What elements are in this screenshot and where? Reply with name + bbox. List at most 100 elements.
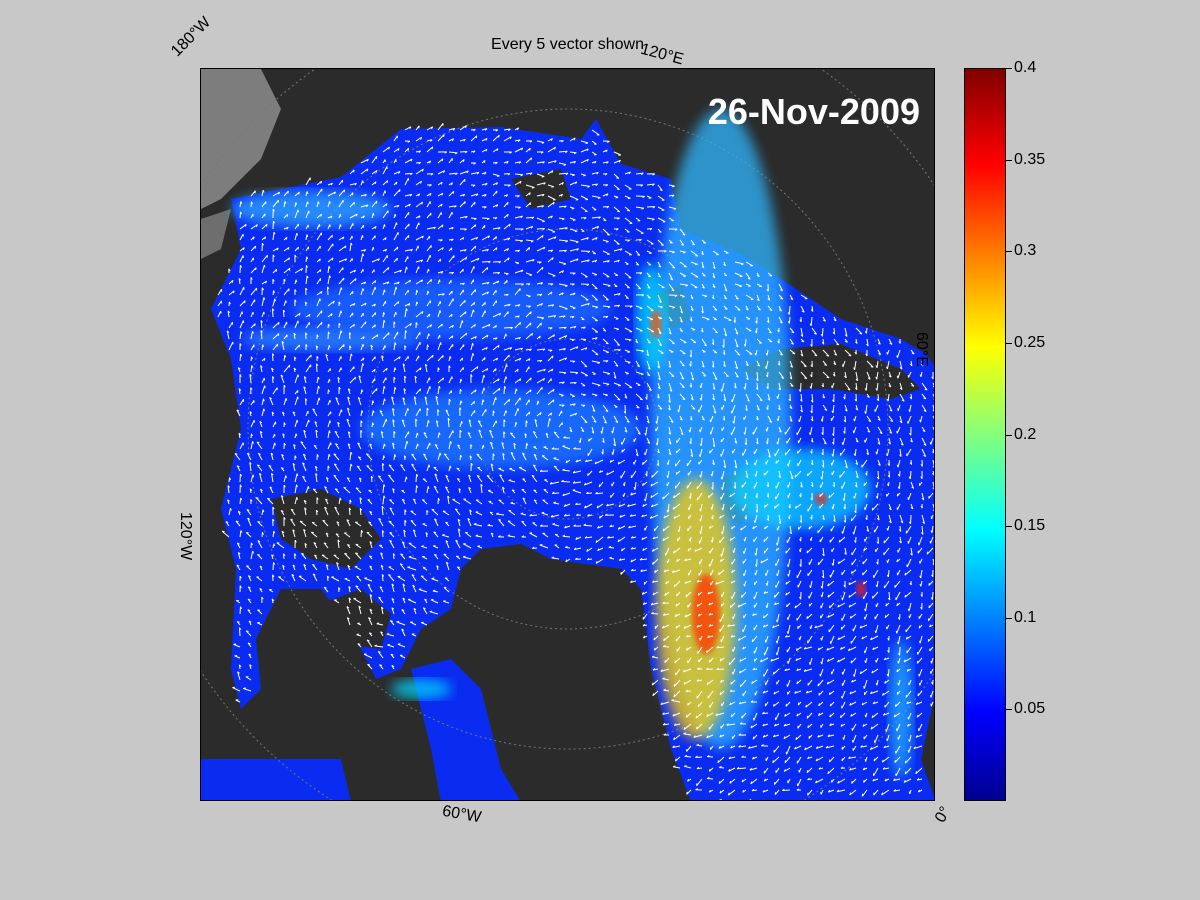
drift-vector bbox=[547, 257, 554, 263]
drift-vector-head bbox=[824, 408, 828, 411]
drift-vector-head bbox=[909, 363, 913, 367]
drift-vector-head bbox=[238, 510, 241, 514]
drift-vector-head bbox=[861, 636, 864, 640]
drift-vector bbox=[312, 564, 318, 571]
drift-vector-head bbox=[855, 440, 859, 443]
drift-vector-head bbox=[917, 542, 920, 546]
drift-vector-head bbox=[730, 634, 734, 638]
drift-vector-head bbox=[427, 290, 430, 294]
drift-vector bbox=[688, 503, 692, 511]
drift-vector bbox=[490, 463, 494, 472]
drift-vector bbox=[355, 585, 362, 593]
drift-vector bbox=[842, 360, 846, 367]
drift-vector bbox=[776, 635, 780, 644]
drift-vector-head bbox=[462, 282, 465, 286]
drift-vector-head bbox=[306, 191, 309, 194]
drift-vector bbox=[883, 580, 890, 589]
drift-vector-head bbox=[768, 455, 771, 458]
speed-hotspot bbox=[889, 639, 913, 779]
drift-vector bbox=[550, 481, 560, 485]
drift-vector-head bbox=[439, 279, 441, 283]
drift-vector bbox=[558, 239, 568, 242]
drift-vector-head bbox=[354, 278, 357, 282]
drift-vector-head bbox=[451, 138, 455, 142]
drift-vector-head bbox=[531, 333, 533, 336]
drift-vector bbox=[349, 169, 355, 175]
drift-vector-head bbox=[407, 148, 410, 151]
greenland bbox=[491, 574, 681, 800]
drift-vector-head bbox=[658, 231, 662, 233]
drift-vector bbox=[346, 419, 351, 428]
drift-vector-head bbox=[525, 420, 528, 424]
drift-vector bbox=[476, 453, 483, 461]
drift-vector bbox=[492, 280, 500, 285]
drift-vector-head bbox=[854, 387, 858, 391]
drift-vector-head bbox=[339, 497, 342, 501]
drift-vector bbox=[865, 382, 868, 391]
drift-vector-head bbox=[421, 311, 424, 314]
drift-vector-head bbox=[486, 218, 490, 221]
drift-vector-head bbox=[347, 396, 350, 399]
drift-vector-head bbox=[294, 455, 297, 459]
drift-vector bbox=[651, 503, 659, 508]
drift-vector bbox=[865, 404, 868, 414]
drift-vector-head bbox=[831, 410, 834, 414]
drift-vector-head bbox=[386, 633, 390, 635]
drift-vector bbox=[651, 613, 659, 615]
drift-vector bbox=[827, 580, 835, 587]
drift-vector-head bbox=[460, 378, 463, 382]
drift-vector-head bbox=[253, 236, 255, 240]
drift-vector bbox=[393, 387, 396, 395]
drift-vector-head bbox=[692, 408, 696, 410]
drift-vector-head bbox=[760, 560, 763, 564]
drift-vector-head bbox=[313, 444, 317, 447]
drift-vector-head bbox=[474, 336, 477, 339]
drift-vector-head bbox=[339, 224, 342, 227]
drift-vector-head bbox=[712, 387, 716, 390]
drift-vector bbox=[492, 387, 501, 395]
drift-vector-head bbox=[450, 247, 453, 251]
drift-vector bbox=[569, 160, 576, 164]
drift-vector-head bbox=[622, 483, 625, 487]
drift-vector bbox=[684, 558, 692, 562]
drift-vector-head bbox=[650, 483, 653, 487]
drift-vector-head bbox=[409, 323, 412, 326]
drift-vector bbox=[249, 374, 252, 384]
drift-vector bbox=[316, 321, 323, 329]
drift-vector bbox=[635, 206, 644, 209]
drift-vector bbox=[833, 327, 836, 335]
drift-vector-head bbox=[372, 410, 375, 414]
drift-vector bbox=[283, 257, 290, 263]
drift-vector bbox=[305, 364, 312, 373]
drift-vector bbox=[620, 569, 626, 575]
drift-vector-head bbox=[360, 420, 363, 424]
drift-vector-head bbox=[490, 463, 494, 466]
drift-vector bbox=[470, 366, 479, 373]
map-plot-area[interactable]: 26-Nov-2009 bbox=[200, 68, 935, 801]
drift-vector bbox=[547, 355, 554, 362]
drift-vector-head bbox=[262, 509, 265, 513]
drift-vector bbox=[624, 382, 633, 389]
drift-vector bbox=[410, 510, 417, 516]
drift-vector-head bbox=[372, 246, 375, 250]
drift-vector bbox=[776, 569, 780, 577]
drift-vector-head bbox=[583, 217, 587, 220]
drift-vector bbox=[426, 420, 429, 428]
drift-vector bbox=[675, 459, 681, 467]
drift-vector-head bbox=[366, 639, 370, 642]
drift-vector bbox=[569, 228, 578, 232]
drift-vector-head bbox=[718, 572, 720, 575]
drift-vector-head bbox=[284, 201, 287, 204]
drift-vector-head bbox=[517, 127, 520, 131]
drift-vector bbox=[448, 376, 453, 384]
drift-vector-head bbox=[598, 470, 602, 473]
drift-vector-head bbox=[508, 128, 511, 132]
drift-vector bbox=[876, 371, 879, 380]
drift-vector-head bbox=[922, 521, 925, 524]
drift-vector bbox=[745, 349, 753, 355]
drift-vector-head bbox=[263, 297, 266, 300]
drift-vector bbox=[316, 363, 318, 373]
drift-vector-head bbox=[853, 453, 856, 456]
drift-vector bbox=[591, 129, 600, 136]
drift-vector bbox=[272, 298, 276, 307]
